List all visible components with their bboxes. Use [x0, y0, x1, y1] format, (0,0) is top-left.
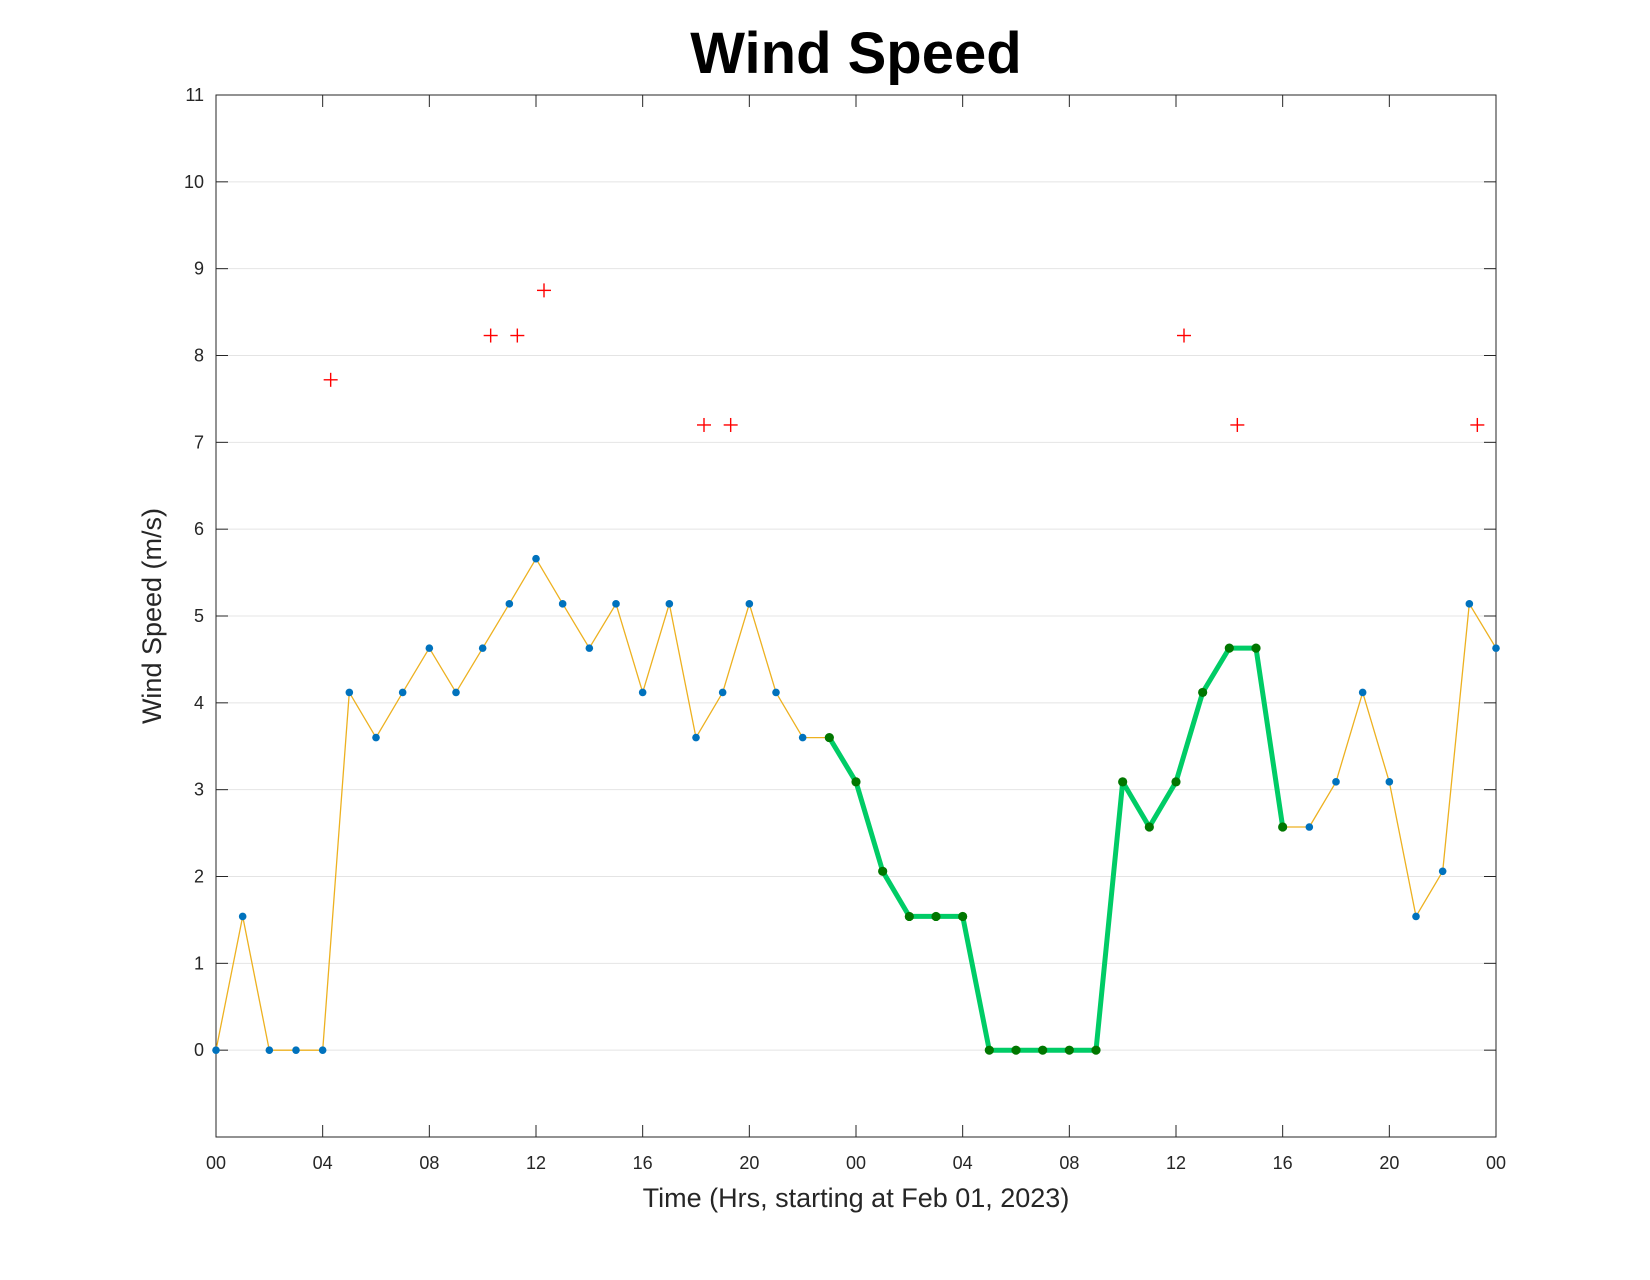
- data-point: [718, 688, 727, 697]
- chart-title: Wind Speed: [690, 21, 1021, 86]
- series-layer: [212, 283, 1500, 1055]
- y-tick-label: 6: [194, 519, 204, 539]
- highlighted-data-point: [1118, 777, 1128, 787]
- highlighted-data-point: [1011, 1045, 1021, 1055]
- y-tick-label: 11: [185, 85, 204, 105]
- plus-marker: [537, 283, 551, 298]
- highlighted-data-point: [1144, 822, 1154, 832]
- data-point: [665, 600, 674, 608]
- highlighted-data-point: [824, 732, 834, 743]
- data-point: [265, 1046, 274, 1054]
- x-tick-label: 08: [419, 1153, 439, 1173]
- data-point: [1385, 778, 1394, 786]
- x-tick-label: 00: [846, 1153, 866, 1173]
- highlighted-data-point: [1038, 1045, 1048, 1055]
- x-tick-label: 16: [1273, 1153, 1293, 1173]
- data-point: [345, 688, 354, 697]
- y-tick-label: 10: [184, 172, 204, 192]
- highlighted-data-point: [931, 911, 941, 922]
- y-axis-label: Wind Speed (m/s): [137, 508, 167, 724]
- data-point: [1412, 912, 1420, 921]
- highlighted-data-point: [1091, 1045, 1101, 1055]
- x-axis-label: Time (Hrs, starting at Feb 01, 2023): [643, 1183, 1070, 1213]
- data-point: [318, 1046, 327, 1054]
- data-point: [238, 912, 247, 921]
- highlighted-data-point: [1198, 687, 1208, 698]
- x-tick-label: 04: [313, 1153, 333, 1173]
- data-point: [425, 644, 434, 652]
- data-point: [1492, 644, 1500, 652]
- plus-marker: [1177, 328, 1191, 343]
- x-tick-label: 12: [526, 1153, 546, 1173]
- highlighted-data-point: [1278, 822, 1288, 832]
- data-point: [1438, 867, 1447, 876]
- data-point: [452, 688, 460, 697]
- plus-marker: [1230, 417, 1245, 432]
- highlighted-data-point: [1171, 777, 1181, 787]
- x-tick-label: 04: [953, 1153, 973, 1173]
- y-tick-label: 0: [194, 1040, 204, 1060]
- x-tick-label: 20: [739, 1153, 759, 1173]
- data-point: [558, 600, 567, 608]
- data-point: [638, 688, 647, 697]
- x-tick-label: 16: [633, 1153, 653, 1173]
- data-point: [745, 600, 754, 608]
- highlighted-data-point: [904, 911, 914, 922]
- plus-marker: [510, 328, 525, 343]
- series-line-highlighted: [826, 645, 1286, 1053]
- y-tick-label: 4: [194, 693, 204, 713]
- data-point: [532, 554, 540, 563]
- data-point: [398, 688, 407, 697]
- y-tick-label: 3: [194, 780, 204, 800]
- highlighted-data-point: [1064, 1045, 1074, 1055]
- x-tick-label: 20: [1379, 1153, 1399, 1173]
- plus-marker: [483, 328, 498, 343]
- highlighted-data-point: [1224, 643, 1234, 653]
- x-tick-label: 12: [1166, 1153, 1186, 1173]
- data-point: [1358, 688, 1367, 697]
- y-tick-label: 7: [194, 432, 204, 452]
- data-point: [292, 1046, 300, 1054]
- data-point: [585, 644, 594, 652]
- plus-marker: [323, 372, 338, 387]
- plus-marker: [723, 417, 738, 432]
- data-point: [1465, 600, 1474, 608]
- highlighted-data-point: [1251, 643, 1261, 653]
- highlighted-data-point: [878, 866, 888, 876]
- plus-marker: [697, 417, 711, 432]
- data-point: [1305, 823, 1314, 831]
- y-tick-label: 5: [194, 606, 204, 626]
- x-tick-label: 08: [1059, 1153, 1079, 1173]
- data-point: [612, 600, 620, 608]
- data-point: [772, 688, 780, 697]
- highlighted-data-point: [851, 777, 861, 787]
- data-point: [372, 733, 380, 742]
- x-tick-label: 00: [1486, 1153, 1506, 1173]
- plus-marker: [1470, 417, 1485, 432]
- y-tick-label: 1: [194, 953, 204, 973]
- highlighted-data-point: [958, 911, 968, 922]
- data-point: [692, 733, 700, 742]
- x-tick-label: 00: [206, 1153, 226, 1173]
- data-point: [1332, 778, 1340, 786]
- y-tick-label: 9: [194, 259, 204, 279]
- data-point: [505, 600, 514, 608]
- y-tick-label: 2: [194, 867, 204, 887]
- y-tick-label: 8: [194, 346, 204, 366]
- data-point: [478, 644, 487, 652]
- data-point: [798, 733, 807, 742]
- highlighted-data-point: [984, 1045, 994, 1055]
- data-point: [212, 1046, 220, 1054]
